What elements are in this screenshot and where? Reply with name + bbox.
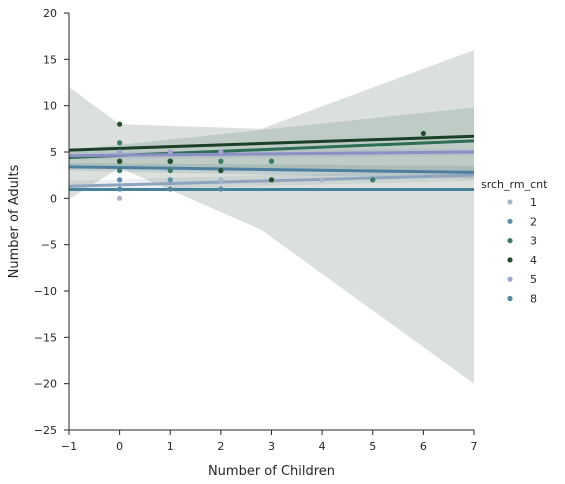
ci-band-4 [69,50,474,384]
legend-label-2: 2 [530,215,537,228]
point-5 [167,149,173,155]
point-5 [117,149,123,155]
point-4 [117,121,123,127]
point-3 [268,158,275,164]
x-tick-label: 0 [116,440,123,453]
x-axis-label: Number of Children [208,464,335,479]
x-tick-label: 4 [319,440,326,453]
x-tick-label: 6 [420,440,427,453]
scatter-points [117,121,426,201]
fit-line-5 [68,150,475,158]
y-tick-label: 20 [43,7,57,20]
legend-marker-5 [507,276,513,282]
x-tick-label: −1 [61,440,77,453]
x-tick-label: 1 [167,440,174,453]
point-1 [117,195,123,201]
point-1 [319,177,325,183]
point-2 [117,177,123,183]
legend-marker-8 [507,295,513,302]
y-tick-label: 10 [43,100,57,113]
point-1 [218,177,224,183]
legend-marker-2 [507,218,513,224]
legend-label-3: 3 [530,235,537,248]
x-tick-label: 2 [217,440,224,453]
point-3 [370,177,376,183]
y-tick-label: −25 [34,424,57,437]
y-tick-label: −10 [34,285,57,298]
legend-marker-3 [507,238,513,244]
point-3 [167,167,173,174]
regression-lines [68,134,475,192]
point-4 [420,130,426,137]
point-2 [167,177,173,183]
ci-band-3 [69,107,474,175]
legend-label-1: 1 [530,196,537,209]
x-ticks: −1 0 1 2 3 4 5 6 7 [61,430,478,453]
x-tick-label: 5 [369,440,376,453]
point-3 [117,167,123,174]
y-axis-label: Number of Adults [7,164,22,278]
confidence-bands [69,50,474,384]
point-4 [268,177,275,183]
point-8 [117,186,123,192]
point-8 [218,186,224,192]
legend-label-4: 4 [530,254,537,267]
fit-line-4 [68,134,475,152]
legend: srch_rm_cnt 1 2 3 4 5 8 [481,178,548,306]
point-5 [218,149,224,155]
y-tick-label: 0 [50,192,57,205]
point-4 [117,158,123,164]
legend-marker-4 [507,257,513,263]
y-tick-label: −15 [34,331,57,344]
point-4 [218,167,224,174]
y-ticks: 20 15 10 5 0 −5 −10 −15 −20 −25 [34,7,69,437]
point-4 [167,158,173,164]
legend-marker-1 [507,199,513,205]
point-3 [218,158,224,164]
legend-label-8: 8 [530,293,537,306]
y-tick-label: −5 [41,239,57,252]
legend-title: srch_rm_cnt [481,178,548,191]
x-tick-label: 7 [471,440,478,453]
legend-label-5: 5 [530,273,537,286]
point-8 [167,186,173,192]
y-tick-label: 5 [50,146,57,159]
point-3 [117,140,123,146]
y-tick-label: 15 [43,53,57,66]
x-tick-label: 3 [268,440,275,453]
y-tick-label: −20 [34,378,57,391]
fit-line-2 [68,165,475,174]
